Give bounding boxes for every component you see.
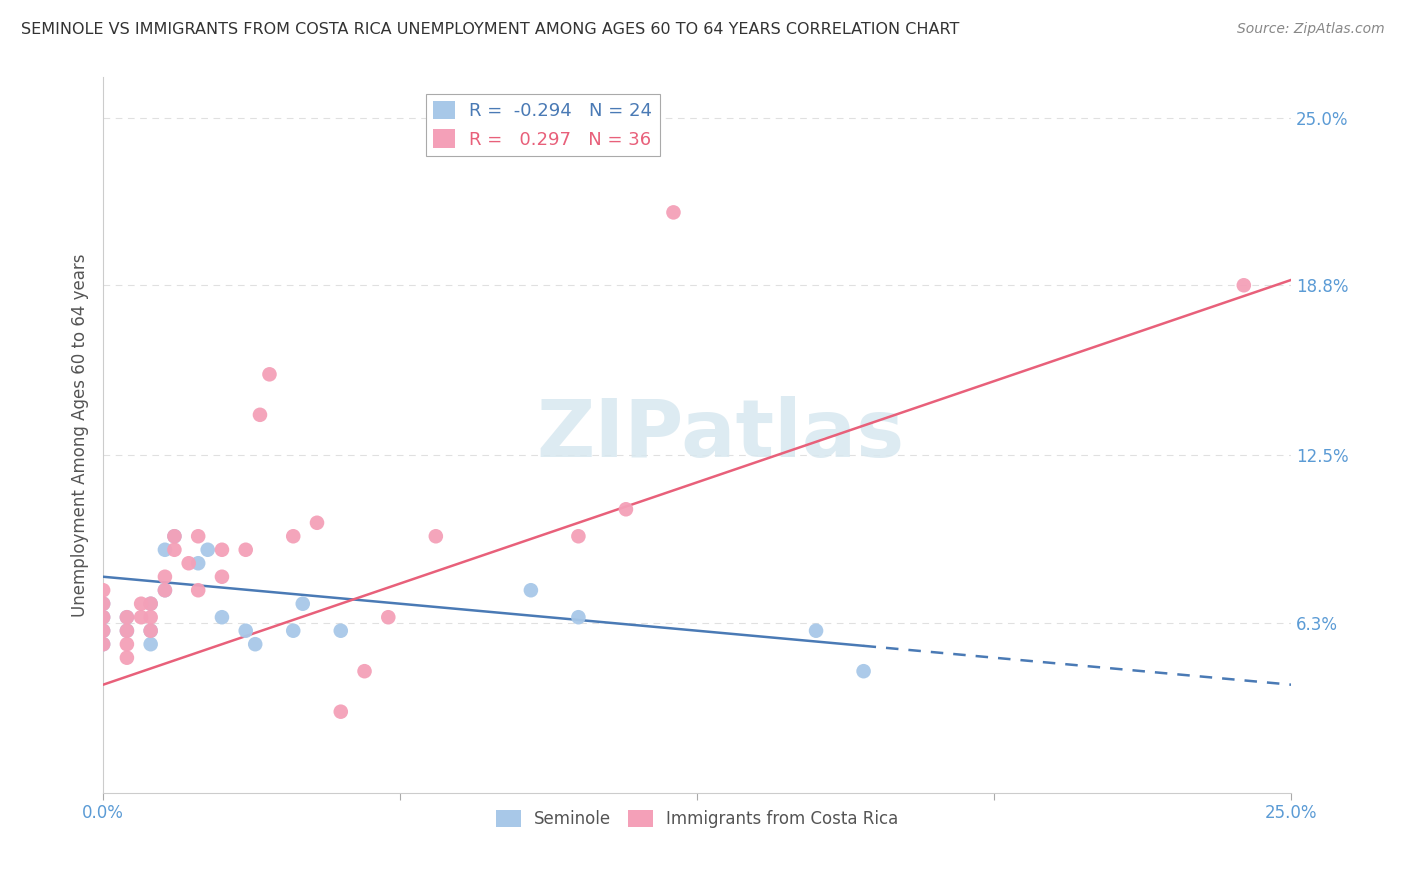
Point: [139, 597, 162, 611]
Point: [163, 529, 186, 543]
Point: [139, 597, 162, 611]
Point: [425, 529, 447, 543]
Point: [139, 610, 162, 624]
Point: [91, 637, 114, 651]
Point: [153, 583, 176, 598]
Text: SEMINOLE VS IMMIGRANTS FROM COSTA RICA UNEMPLOYMENT AMONG AGES 60 TO 64 YEARS CO: SEMINOLE VS IMMIGRANTS FROM COSTA RICA U…: [21, 22, 959, 37]
Point: [567, 529, 589, 543]
Point: [614, 502, 637, 516]
Point: [283, 529, 305, 543]
Point: [187, 556, 209, 570]
Point: [163, 529, 186, 543]
Point: [115, 650, 138, 665]
Point: [139, 624, 162, 638]
Point: [211, 610, 233, 624]
Point: [91, 597, 114, 611]
Point: [177, 556, 200, 570]
Point: [197, 542, 219, 557]
Point: [852, 664, 875, 678]
Point: [187, 583, 209, 598]
Y-axis label: Unemployment Among Ages 60 to 64 years: Unemployment Among Ages 60 to 64 years: [72, 253, 89, 616]
Point: [187, 529, 209, 543]
Point: [115, 624, 138, 638]
Point: [329, 624, 352, 638]
Point: [1233, 278, 1256, 293]
Point: [804, 624, 827, 638]
Point: [115, 610, 138, 624]
Point: [91, 610, 114, 624]
Point: [249, 408, 271, 422]
Text: Source: ZipAtlas.com: Source: ZipAtlas.com: [1237, 22, 1385, 37]
Point: [91, 637, 114, 651]
Point: [520, 583, 543, 598]
Point: [245, 637, 267, 651]
Point: [91, 624, 114, 638]
Point: [91, 610, 114, 624]
Point: [139, 624, 162, 638]
Point: [353, 664, 375, 678]
Legend: Seminole, Immigrants from Costa Rica: Seminole, Immigrants from Costa Rica: [489, 803, 905, 834]
Point: [115, 637, 138, 651]
Point: [91, 624, 114, 638]
Point: [329, 705, 352, 719]
Point: [91, 597, 114, 611]
Point: [567, 610, 589, 624]
Point: [129, 610, 152, 624]
Point: [305, 516, 328, 530]
Point: [259, 368, 281, 382]
Point: [235, 542, 257, 557]
Point: [163, 542, 186, 557]
Point: [115, 624, 138, 638]
Point: [211, 542, 233, 557]
Point: [662, 205, 685, 219]
Point: [139, 637, 162, 651]
Point: [377, 610, 399, 624]
Point: [153, 583, 176, 598]
Point: [91, 583, 114, 598]
Point: [153, 542, 176, 557]
Point: [235, 624, 257, 638]
Point: [129, 597, 152, 611]
Point: [153, 570, 176, 584]
Point: [211, 570, 233, 584]
Point: [115, 610, 138, 624]
Point: [291, 597, 314, 611]
Text: ZIPatlas: ZIPatlas: [537, 396, 905, 474]
Point: [283, 624, 305, 638]
